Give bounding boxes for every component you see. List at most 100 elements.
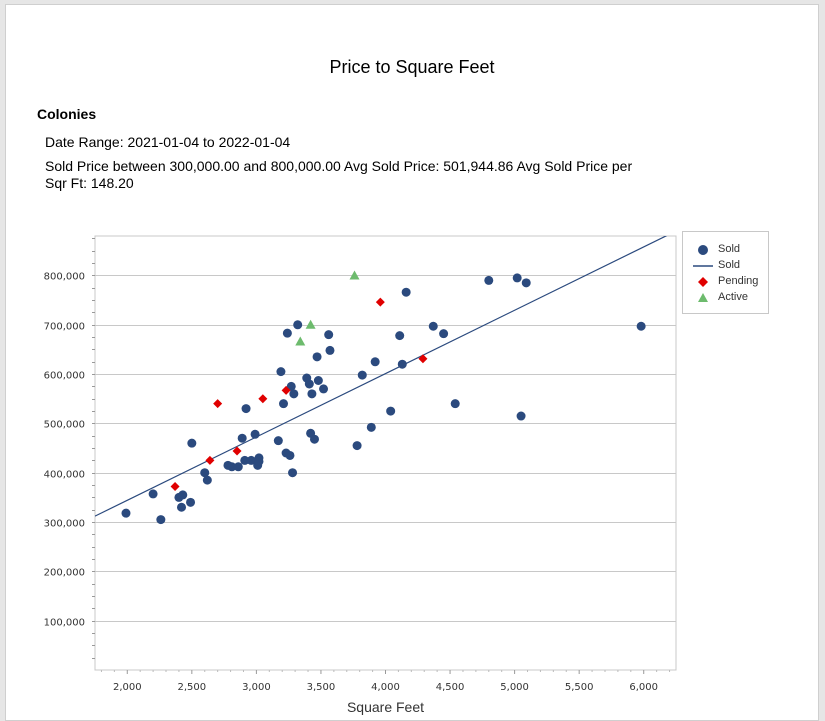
legend-line-icon	[693, 265, 713, 267]
sold-point	[254, 456, 264, 466]
sold-point	[178, 490, 188, 500]
pending-point	[375, 297, 385, 307]
sold-point	[395, 331, 405, 341]
sold-point	[307, 389, 317, 399]
price-summary: Sold Price between 300,000.00 and 800,00…	[45, 158, 633, 191]
legend-diamond-icon	[698, 277, 708, 287]
active-point	[295, 336, 306, 346]
sold-point	[357, 370, 367, 380]
active-point	[349, 270, 360, 280]
sold-point	[250, 429, 260, 439]
sold-point	[319, 384, 329, 394]
report-title: Price to Square Feet	[329, 57, 495, 77]
sold-point	[286, 381, 296, 391]
x-tick-label: 5,000	[500, 682, 529, 693]
sold-point	[325, 345, 335, 355]
sold-point	[428, 321, 438, 331]
sold-point	[370, 357, 380, 367]
x-tick-label: 3,500	[307, 682, 336, 693]
legend-item-sold-trend: Sold	[683, 258, 768, 274]
sold-point	[200, 468, 210, 478]
sold-point	[521, 278, 531, 288]
sold-point	[397, 359, 407, 369]
sold-point	[177, 502, 187, 512]
section-heading: Colonies	[37, 106, 97, 122]
pending-point	[232, 446, 242, 456]
sold-point	[276, 367, 286, 377]
sold-point	[512, 273, 522, 283]
legend-item-sold-points: Sold	[683, 242, 768, 258]
sold-point	[484, 275, 494, 285]
x-tick-label: 5,500	[565, 682, 594, 693]
x-tick-label: 4,000	[371, 682, 400, 693]
sold-point	[312, 352, 322, 362]
sold-point	[279, 399, 289, 409]
legend-label: Active	[718, 291, 748, 303]
date-range: Date Range: 2021-01-04 to 2022-01-04	[45, 134, 291, 150]
sold-point	[186, 497, 196, 507]
y-tick-label: 800,000	[44, 272, 85, 283]
sold-point	[324, 330, 334, 340]
x-tick-label: 4,500	[436, 682, 465, 693]
legend-item-pending: Pending	[683, 274, 768, 290]
y-tick-label: 100,000	[44, 618, 85, 629]
x-axis-label: Square Feet	[347, 699, 424, 715]
sold-point	[450, 399, 460, 409]
sold-point	[227, 462, 237, 472]
legend-label: Sold	[718, 243, 741, 255]
y-tick-label: 200,000	[44, 568, 85, 579]
sold-point	[241, 404, 251, 414]
sold-point	[288, 468, 298, 478]
legend-item-active: Active	[683, 290, 768, 306]
sold-point	[285, 450, 295, 460]
pending-point	[418, 354, 428, 364]
x-tick-label: 3,000	[242, 682, 271, 693]
sold-point	[386, 406, 396, 416]
sold-point	[282, 328, 292, 338]
plot-marks	[95, 236, 668, 525]
chart-legend: Sold Sold Pending Active	[682, 231, 769, 314]
sold-point	[313, 376, 323, 386]
sold-point	[352, 441, 362, 451]
x-tick-label: 2,000	[113, 682, 142, 693]
legend-label: Pending	[718, 275, 759, 287]
plot-area	[94, 235, 677, 671]
pending-point	[213, 399, 223, 409]
sold-point	[401, 287, 411, 297]
sold-point	[187, 438, 197, 448]
legend-label: Sold	[718, 259, 741, 271]
y-tick-label: 400,000	[44, 470, 85, 481]
sold-point	[309, 434, 319, 444]
sold-point	[289, 389, 299, 399]
x-tick-label: 6,000	[629, 682, 658, 693]
sold-point	[366, 422, 376, 432]
y-tick-label: 700,000	[44, 322, 85, 333]
sold-point	[237, 433, 247, 443]
sold-point	[240, 455, 250, 465]
y-tick-label: 500,000	[44, 420, 85, 431]
pending-point	[281, 385, 291, 395]
pending-point	[205, 455, 215, 465]
legend-triangle-icon	[698, 293, 708, 302]
sold-point	[516, 411, 526, 421]
sold-point	[156, 515, 166, 525]
sold-point	[121, 508, 131, 518]
y-tick-label: 300,000	[44, 519, 85, 530]
x-tick-label: 2,500	[178, 682, 207, 693]
sold-point	[304, 379, 314, 389]
pending-point	[258, 394, 268, 404]
active-point	[305, 319, 316, 329]
sold-point	[233, 462, 243, 472]
legend-circle-icon	[698, 245, 708, 255]
sold-point	[148, 489, 158, 499]
sold-point	[246, 455, 256, 465]
sold-point	[202, 475, 212, 485]
trend-line	[95, 236, 668, 517]
pending-point	[170, 482, 180, 492]
y-tick-label: 600,000	[44, 371, 85, 382]
sold-point	[636, 321, 646, 331]
sold-point	[273, 436, 283, 446]
sold-point	[439, 329, 449, 339]
sold-point	[293, 320, 303, 330]
